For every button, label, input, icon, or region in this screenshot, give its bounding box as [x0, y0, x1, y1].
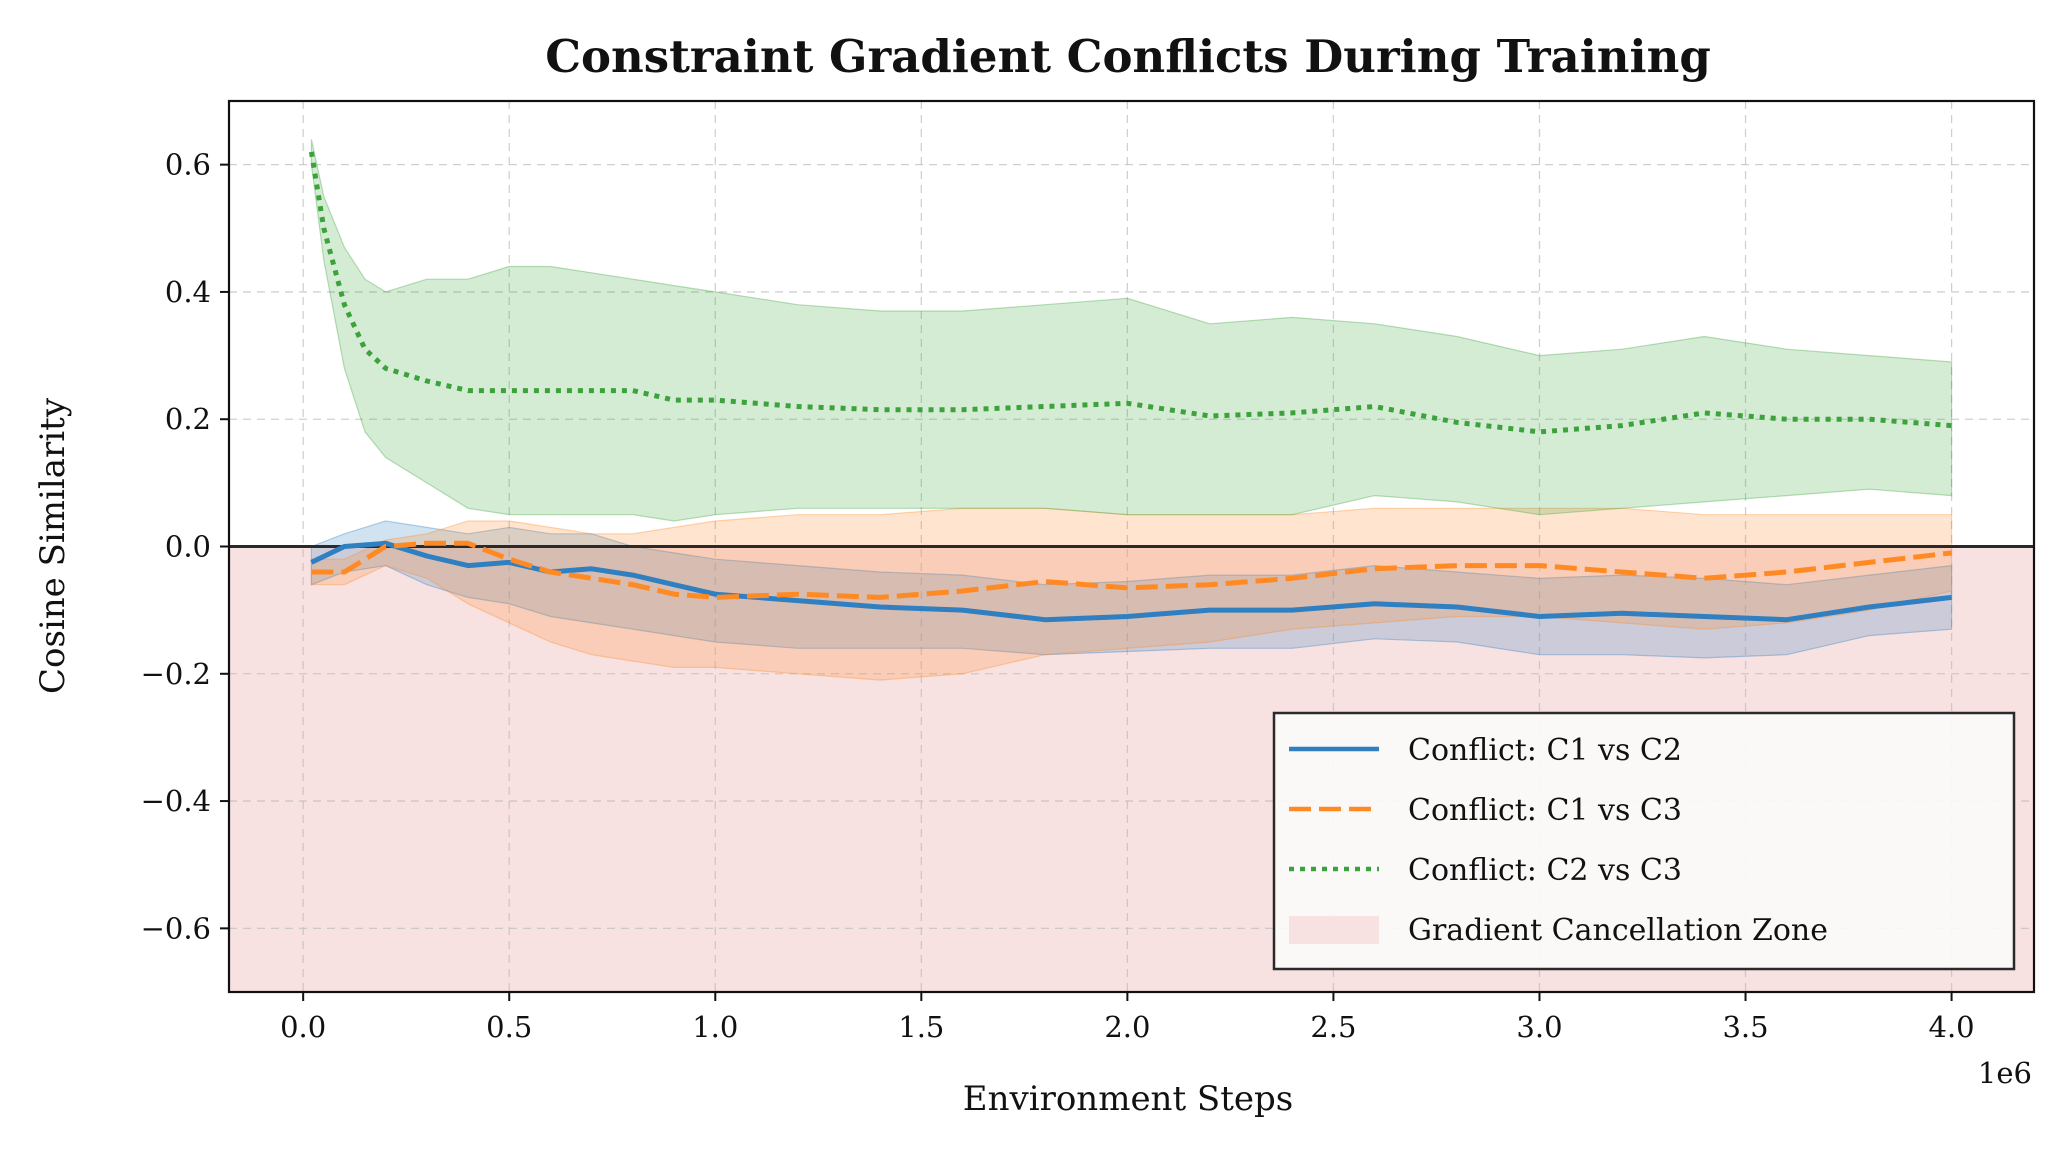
x-axis-label: Environment Steps — [963, 1079, 1293, 1119]
legend-swatch-cancellation-zone — [1289, 916, 1379, 944]
x-tick-label: 2.5 — [1310, 1010, 1356, 1044]
x-axis-offset-label: 1e6 — [1978, 1056, 2032, 1090]
band-series-0 — [310, 520, 1953, 659]
x-tick-label: 4.0 — [1929, 1010, 1975, 1044]
line-series-2 — [308, 151, 1952, 435]
y-tick-label: 0.0 — [165, 530, 211, 564]
line-series-1 — [311, 540, 1952, 600]
confidence-bands — [310, 139, 1953, 681]
chart-title: Constraint Gradient Conflicts During Tra… — [545, 30, 1711, 83]
legend-label-c1-vs-c3: Conflict: C1 vs C3 — [1408, 793, 1682, 828]
y-tick-label: 0.6 — [165, 148, 211, 182]
y-tick-label: 0.2 — [165, 402, 211, 436]
y-tick-label: −0.4 — [141, 784, 211, 818]
x-tick-label: 1.5 — [898, 1010, 944, 1044]
legend-label-c1-vs-c2: Conflict: C1 vs C2 — [1408, 733, 1682, 768]
x-tick-label: 0.5 — [486, 1010, 532, 1044]
y-tick-label: −0.2 — [141, 657, 211, 691]
y-axis-label: Cosine Similarity — [33, 397, 73, 694]
legend-label-cancellation-zone: Gradient Cancellation Zone — [1408, 913, 1828, 948]
y-tick-label: −0.6 — [141, 911, 211, 945]
band-series-2 — [310, 139, 1953, 522]
y-tick-label: 0.4 — [165, 275, 211, 309]
x-tick-label: 1.0 — [692, 1010, 738, 1044]
legend: Conflict: C1 vs C2 Conflict: C1 vs C3 Co… — [1272, 711, 2016, 971]
legend-label-c2-vs-c3: Conflict: C2 vs C3 — [1408, 853, 1682, 888]
x-tick-label: 2.0 — [1104, 1010, 1150, 1044]
x-tick-label: 3.5 — [1722, 1010, 1768, 1044]
series-lines — [308, 151, 1952, 623]
legend-box — [1272, 711, 2016, 971]
band-series-1 — [310, 507, 1953, 681]
line-series-0 — [310, 540, 1952, 623]
x-tick-label: 3.0 — [1516, 1010, 1562, 1044]
x-axis-ticks: 0.0 0.5 1.0 1.5 2.0 2.5 3.0 3.5 4.0 — [280, 992, 1975, 1044]
y-axis-ticks: 0.6 0.4 0.2 0.0 −0.2 −0.4 −0.6 — [141, 148, 229, 945]
x-tick-label: 0.0 — [280, 1010, 326, 1044]
